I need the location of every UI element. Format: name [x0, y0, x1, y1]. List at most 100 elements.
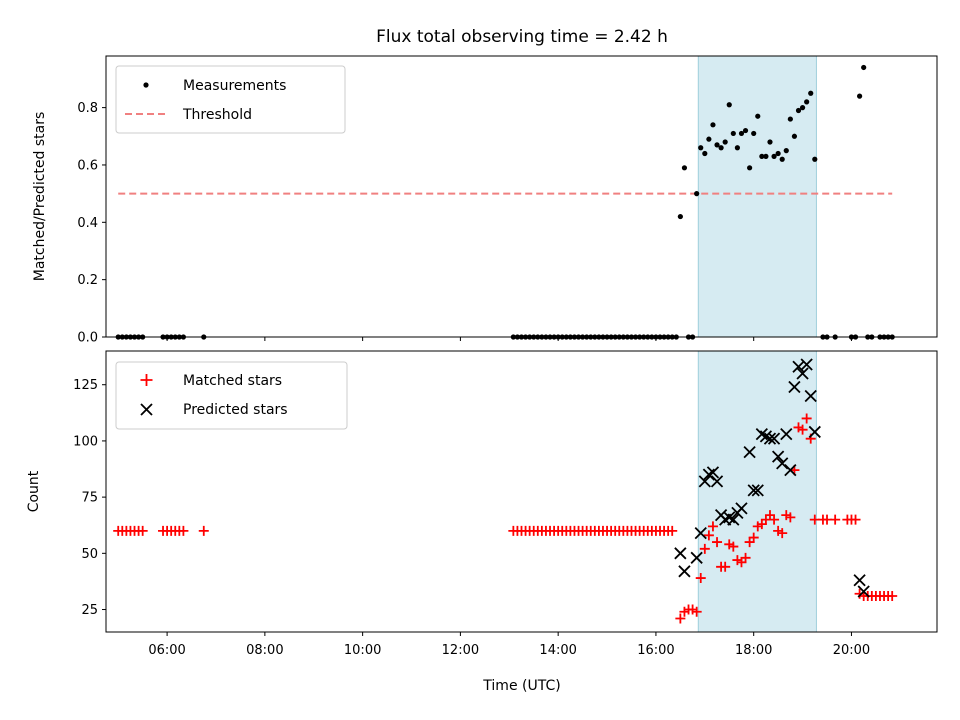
measurement-point [742, 127, 749, 134]
top-y-axis-label: Matched/Predicted stars [32, 112, 48, 282]
legend-measurements: Measurements [183, 78, 286, 94]
measurement-point [747, 165, 753, 171]
predicted-star-point [735, 502, 748, 515]
predicted-star-point [804, 389, 817, 403]
measurement-point [710, 122, 716, 128]
matched-star-point [675, 613, 686, 624]
matched-star-point [728, 541, 739, 552]
measurement-point [808, 90, 814, 96]
matched-star-point [703, 530, 714, 541]
predicted-star-point [857, 585, 870, 598]
matched-star-point [797, 424, 808, 435]
y-tick-label: 0.2 [77, 273, 98, 288]
measurement-point [791, 133, 798, 139]
matched-star-point [777, 528, 788, 539]
matched-star-point [720, 561, 731, 572]
bottom-panel-axes: 25 50 75 100 125 06:00 08:00 10:00 12:00 14:00 16:… [73, 378, 870, 658]
top-legend: Measurements Threshold [115, 65, 346, 134]
predicted-star-point [706, 466, 720, 479]
measurement-point [681, 165, 688, 171]
predicted-star-point [800, 358, 813, 371]
measurement-point [706, 136, 712, 142]
predicted-star-point [710, 475, 724, 488]
y-tick-label: 0.0 [77, 331, 98, 346]
chart-title: Flux total observing time = 2.42 h [376, 27, 668, 47]
x-tick-label: 16:00 [637, 643, 674, 658]
x-tick-label: 20:00 [833, 643, 870, 658]
measurement-point [722, 139, 728, 145]
bottom-panel-frame [105, 350, 938, 633]
measurement-point [787, 116, 793, 122]
matched-star-point [699, 543, 710, 554]
predicted-star-point [763, 432, 777, 445]
measurement-point [702, 150, 708, 157]
matched-star-point [712, 537, 723, 548]
matched-star-point [850, 514, 861, 525]
x-tick-label: 14:00 [539, 643, 576, 658]
measurement-point [804, 99, 810, 105]
predicted-star-point [767, 432, 781, 445]
top-panel-marks [115, 64, 895, 340]
bottom-panel-marks [113, 358, 898, 624]
legend-matched-stars: Matched stars [183, 373, 282, 389]
matched-star-point [667, 525, 678, 536]
measurement-point [751, 130, 757, 137]
x-tick-label: 06:00 [148, 643, 185, 658]
measurement-point [677, 213, 683, 220]
measurement-point [779, 156, 785, 162]
y-tick-label: 50 [81, 547, 98, 562]
measurement-point [775, 150, 781, 157]
measurement-point [698, 145, 704, 151]
y-tick-label: 125 [73, 378, 98, 393]
measurement-point [738, 130, 745, 137]
measurement-point [771, 153, 777, 159]
predicted-star-point [743, 446, 756, 459]
y-tick-label: 25 [81, 603, 98, 618]
legend-predicted-stars: Predicted stars [183, 402, 288, 418]
predicted-legend-marker [140, 403, 153, 416]
bottom-y-axis-label: Count [26, 470, 42, 512]
measurement-point [857, 93, 863, 99]
matched-star-point [707, 521, 718, 532]
x-axis-label: Time (UTC) [482, 678, 560, 694]
measurement-point [755, 113, 761, 119]
measurement-point [763, 153, 769, 159]
matched-legend-marker [140, 374, 153, 386]
matched-star-point [769, 514, 780, 525]
measurement-point [734, 145, 740, 151]
predicted-star-point [771, 450, 785, 463]
y-tick-label: 0.8 [77, 101, 98, 116]
x-tick-label: 10:00 [344, 643, 381, 658]
matched-star-point [887, 591, 898, 602]
predicted-star-point [780, 428, 793, 441]
legend-threshold: Threshold [182, 107, 252, 123]
bottom-legend-box [115, 361, 348, 430]
measurement-point [714, 142, 720, 148]
predicted-star-point [678, 565, 691, 578]
matched-star-point [748, 532, 759, 543]
predicted-star-point [674, 547, 687, 560]
y-tick-label: 100 [73, 434, 98, 449]
matched-star-point [137, 525, 148, 536]
predicted-star-point [727, 513, 740, 526]
measurement-point [799, 105, 806, 111]
top-panel-axes: 0.0 0.2 0.4 0.6 0.8 [77, 101, 852, 346]
measurement-point [718, 145, 724, 151]
predicted-star-point [853, 574, 866, 587]
observing-span-top [697, 55, 817, 338]
measurement-point [783, 148, 789, 154]
bottom-panel: 25 50 75 100 125 06:00 08:00 10:00 12:00 14:00 16:… [26, 350, 938, 694]
predicted-star-point [792, 360, 805, 373]
matched-star-point [785, 512, 796, 523]
predicted-star-point [751, 484, 764, 497]
predicted-star-point [788, 380, 801, 394]
predicted-star-point [796, 367, 809, 380]
measurement-point [812, 156, 818, 162]
predicted-star-point [694, 526, 707, 540]
measurements-legend-marker [143, 82, 149, 88]
matched-star-point [198, 525, 209, 536]
measurement-point [730, 130, 736, 137]
x-tick-label: 08:00 [246, 643, 283, 658]
top-legend-box [115, 65, 346, 134]
